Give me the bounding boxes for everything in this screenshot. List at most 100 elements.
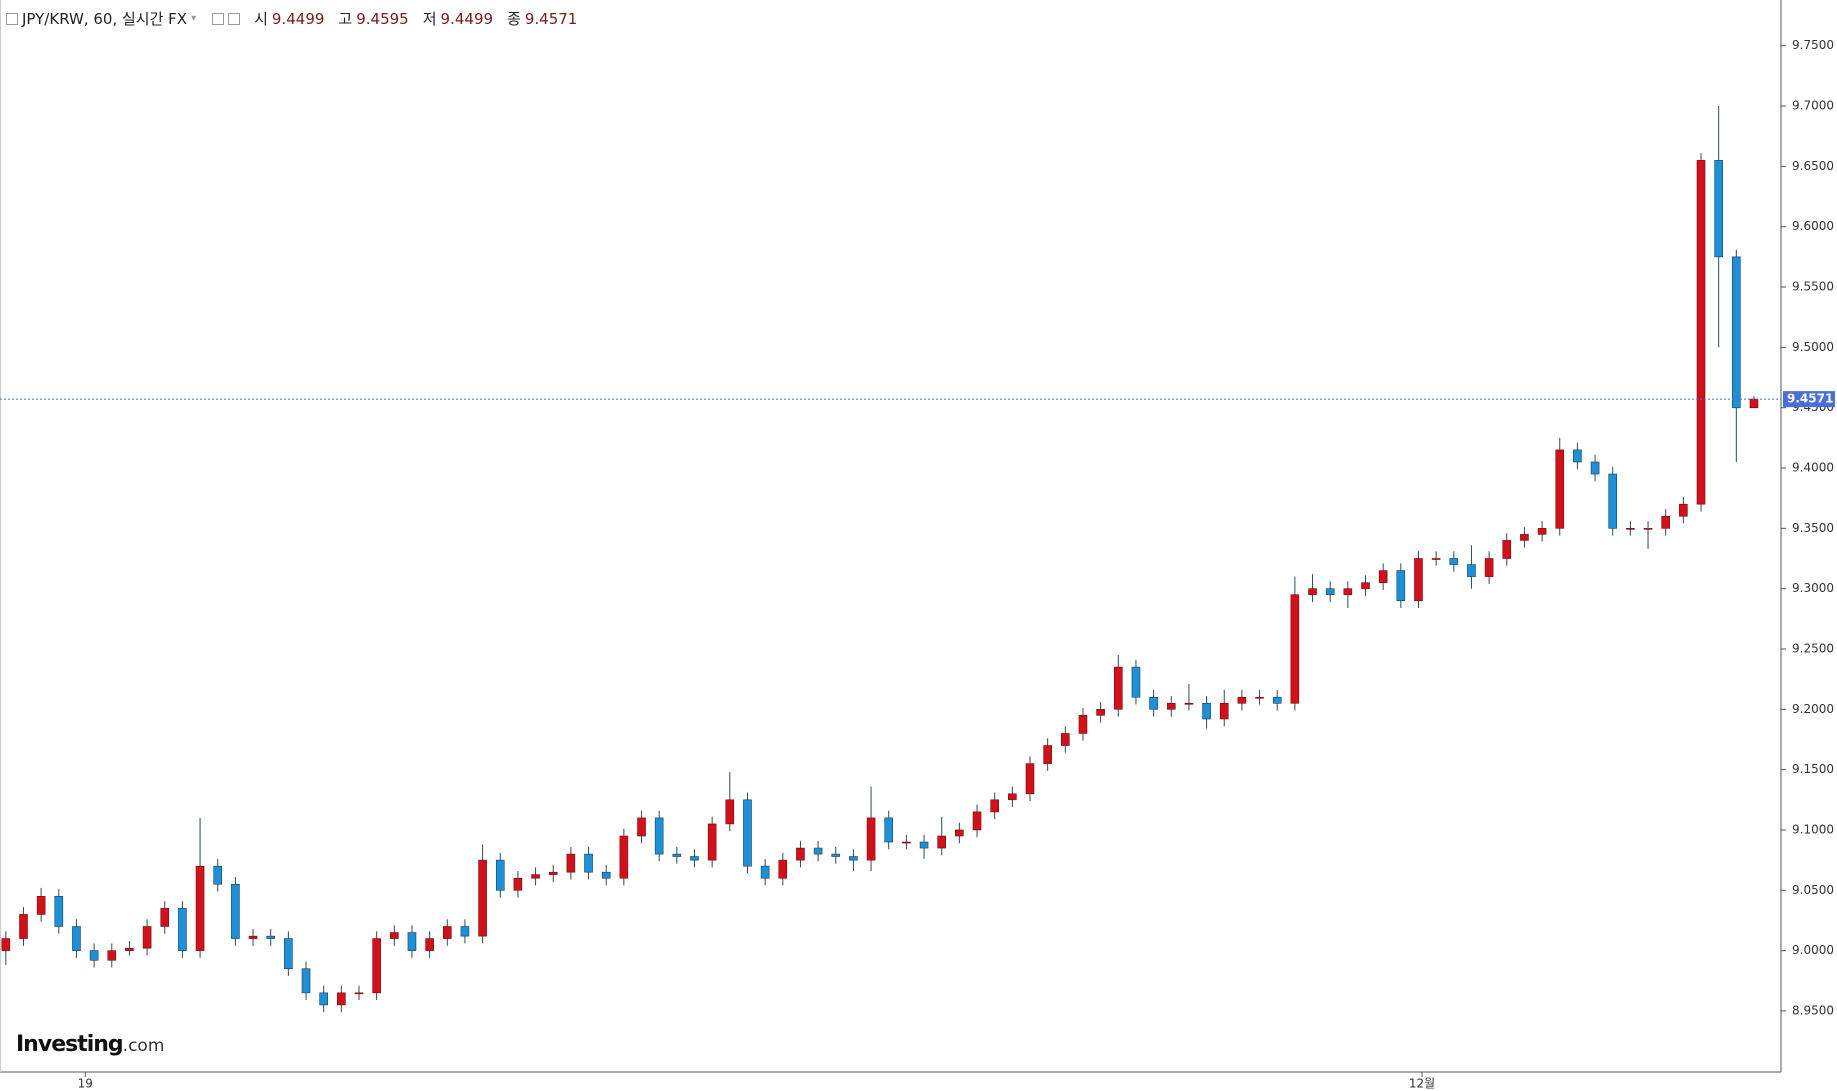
candle-body: [1113, 666, 1123, 710]
candle-body: [354, 992, 364, 995]
y-tick-label: 9.0500: [1792, 883, 1834, 897]
y-tick-label: 9.3500: [1792, 521, 1834, 535]
candle-body: [955, 829, 964, 837]
y-tick-label: 9.2000: [1792, 702, 1834, 716]
chart-title[interactable]: JPY/KRW, 60, 실시간 FX: [22, 10, 188, 28]
candle-body: [407, 932, 417, 951]
candle-body: [319, 992, 328, 1006]
low-value: 9.4499: [440, 9, 494, 28]
candle-body: [248, 935, 258, 939]
candle-body: [89, 950, 99, 961]
candle-body: [584, 853, 593, 873]
candle-body: [743, 799, 752, 867]
candle-body: [1431, 558, 1441, 560]
close-label: 종: [507, 10, 521, 28]
candle-body: [1308, 588, 1317, 595]
close-icon[interactable]: [228, 12, 241, 25]
candle-body: [1555, 449, 1565, 529]
candle-body: [1626, 528, 1635, 530]
candle-body: [1467, 564, 1476, 577]
candle-body: [425, 938, 434, 951]
candle-body: [178, 908, 187, 951]
high-label: 고: [338, 10, 353, 28]
candle-body: [1272, 696, 1282, 704]
low-label: 저: [422, 10, 437, 28]
candle-body: [36, 896, 46, 915]
candle-body: [1, 938, 11, 951]
candle-body: [1449, 558, 1459, 565]
candle-body: [813, 847, 823, 855]
candle-body: [919, 841, 929, 849]
candle-body: [778, 859, 788, 879]
candle-body: [195, 865, 205, 951]
candle-body: [548, 871, 558, 875]
candle-body: [1749, 398, 1759, 409]
candle-body: [495, 859, 505, 891]
candle-body: [1131, 666, 1141, 698]
candle-body: [902, 841, 911, 844]
candle-body: [19, 914, 28, 939]
candle-body: [1078, 715, 1088, 734]
candle-body: [1590, 461, 1600, 475]
candle-body: [531, 874, 540, 879]
candle-body: [125, 947, 134, 951]
candle-body: [831, 853, 841, 857]
candle-body: [460, 926, 470, 937]
candle-body: [937, 835, 947, 849]
y-tick-label: 9.7500: [1792, 38, 1834, 52]
candle-body: [601, 871, 611, 879]
logo[interactable]: Investing.com: [16, 1032, 164, 1057]
y-tick-label: 9.5000: [1792, 340, 1834, 354]
x-tick-label: 12월: [1409, 1077, 1435, 1091]
candle-body: [1008, 793, 1017, 801]
y-tick-label: 9.4000: [1792, 461, 1834, 475]
candle-body: [442, 926, 452, 939]
dropdown-arrow[interactable]: ▾: [191, 13, 197, 24]
candle-body: [849, 856, 858, 861]
candle-body: [1484, 558, 1494, 577]
candle-body: [390, 932, 399, 939]
candle-body: [1643, 528, 1653, 530]
candle-body: [1520, 534, 1529, 541]
price-tag: [1783, 391, 1835, 408]
collapse-icon[interactable]: [6, 12, 18, 25]
candle-body: [1061, 733, 1070, 746]
candle-body: [1255, 696, 1264, 699]
candle-body: [478, 859, 487, 937]
candle-body: [1149, 696, 1158, 710]
candle-body: [1661, 515, 1670, 529]
y-tick-label: 9.7000: [1792, 99, 1834, 113]
candle-body: [1696, 160, 1706, 505]
candle-body: [1414, 558, 1423, 602]
close-value: 9.4571: [524, 9, 578, 28]
candle-body: [707, 823, 717, 861]
candle-body: [160, 908, 170, 927]
candle-body: [1325, 588, 1335, 595]
candle-body: [619, 835, 629, 879]
y-tick-label: 9.1000: [1792, 822, 1834, 836]
candle-body: [1537, 528, 1547, 535]
candle-body: [301, 968, 311, 994]
candle-body: [760, 865, 770, 879]
y-tick-label: 9.1500: [1792, 762, 1834, 776]
candle-body: [231, 883, 240, 939]
candle-body: [54, 896, 64, 927]
settings-icon[interactable]: [212, 12, 225, 25]
logo-suffix: .com: [122, 1036, 165, 1056]
candle-body: [1096, 709, 1105, 716]
y-tick-label: 9.6000: [1792, 219, 1834, 233]
candle-body: [654, 817, 664, 855]
candle-body: [284, 938, 293, 970]
open-value: 9.4499: [271, 9, 325, 28]
candle-body: [884, 817, 894, 843]
candle-body: [1502, 540, 1512, 559]
candle-body: [1679, 503, 1688, 517]
candle-body: [1219, 702, 1229, 720]
candle-body: [796, 847, 805, 861]
y-tick-label: 9.0000: [1792, 943, 1834, 957]
candle-body: [1378, 570, 1388, 583]
candle-body: [1714, 160, 1723, 258]
y-tick-label: 8.9500: [1792, 1003, 1834, 1017]
candle-body: [1361, 582, 1370, 589]
